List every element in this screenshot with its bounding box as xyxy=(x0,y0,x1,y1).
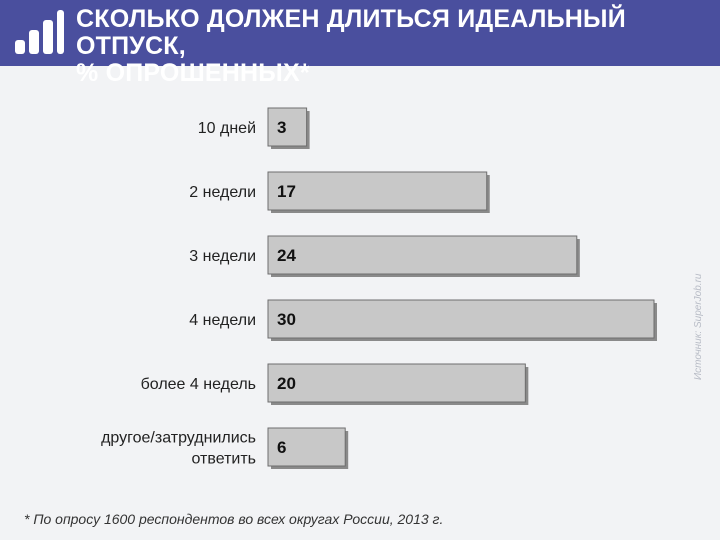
category-label: более 4 недель xyxy=(141,376,256,393)
bar xyxy=(267,107,308,147)
bar-value-label: 30 xyxy=(277,310,296,329)
bar-value-label: 24 xyxy=(277,246,296,265)
bar xyxy=(267,299,655,339)
category-label: ответить xyxy=(192,451,257,468)
category-label: 3 недели xyxy=(189,248,256,265)
chart-header: СКОЛЬКО ДОЛЖЕН ДЛИТЬСЯ ИДЕАЛЬНЫЙ ОТПУСК,… xyxy=(0,0,720,87)
chart-title-line-1: СКОЛЬКО ДОЛЖЕН ДЛИТЬСЯ ИДЕАЛЬНЫЙ ОТПУСК, xyxy=(76,5,626,60)
category-label: 4 недели xyxy=(189,312,256,329)
bar-value-label: 6 xyxy=(277,438,286,457)
category-label: 10 дней xyxy=(198,120,256,137)
bar-value-label: 20 xyxy=(277,374,296,393)
bar-value-label: 3 xyxy=(277,118,286,137)
chart-title-line-2: % ОПРОШЕННЫХ* xyxy=(76,59,310,87)
bar-chart: 3 10 дней 17 2 недели 24 3 недели 30 4 недели 20… xyxy=(101,107,657,469)
category-label: другое/затруднились xyxy=(101,430,256,447)
bar-chart-icon xyxy=(15,10,64,54)
bar xyxy=(267,235,578,275)
category-label: 2 недели xyxy=(189,184,256,201)
bar xyxy=(267,427,346,467)
footnote: * По опросу 1600 респондентов во всех ок… xyxy=(24,511,444,527)
bar-value-label: 17 xyxy=(277,182,296,201)
chart-title: СКОЛЬКО ДОЛЖЕН ДЛИТЬСЯ ИДЕАЛЬНЫЙ ОТПУСК,… xyxy=(76,6,716,87)
bar xyxy=(267,171,488,211)
source-credit: Источник: SuperJob.ru xyxy=(693,273,704,380)
bar xyxy=(267,363,526,403)
